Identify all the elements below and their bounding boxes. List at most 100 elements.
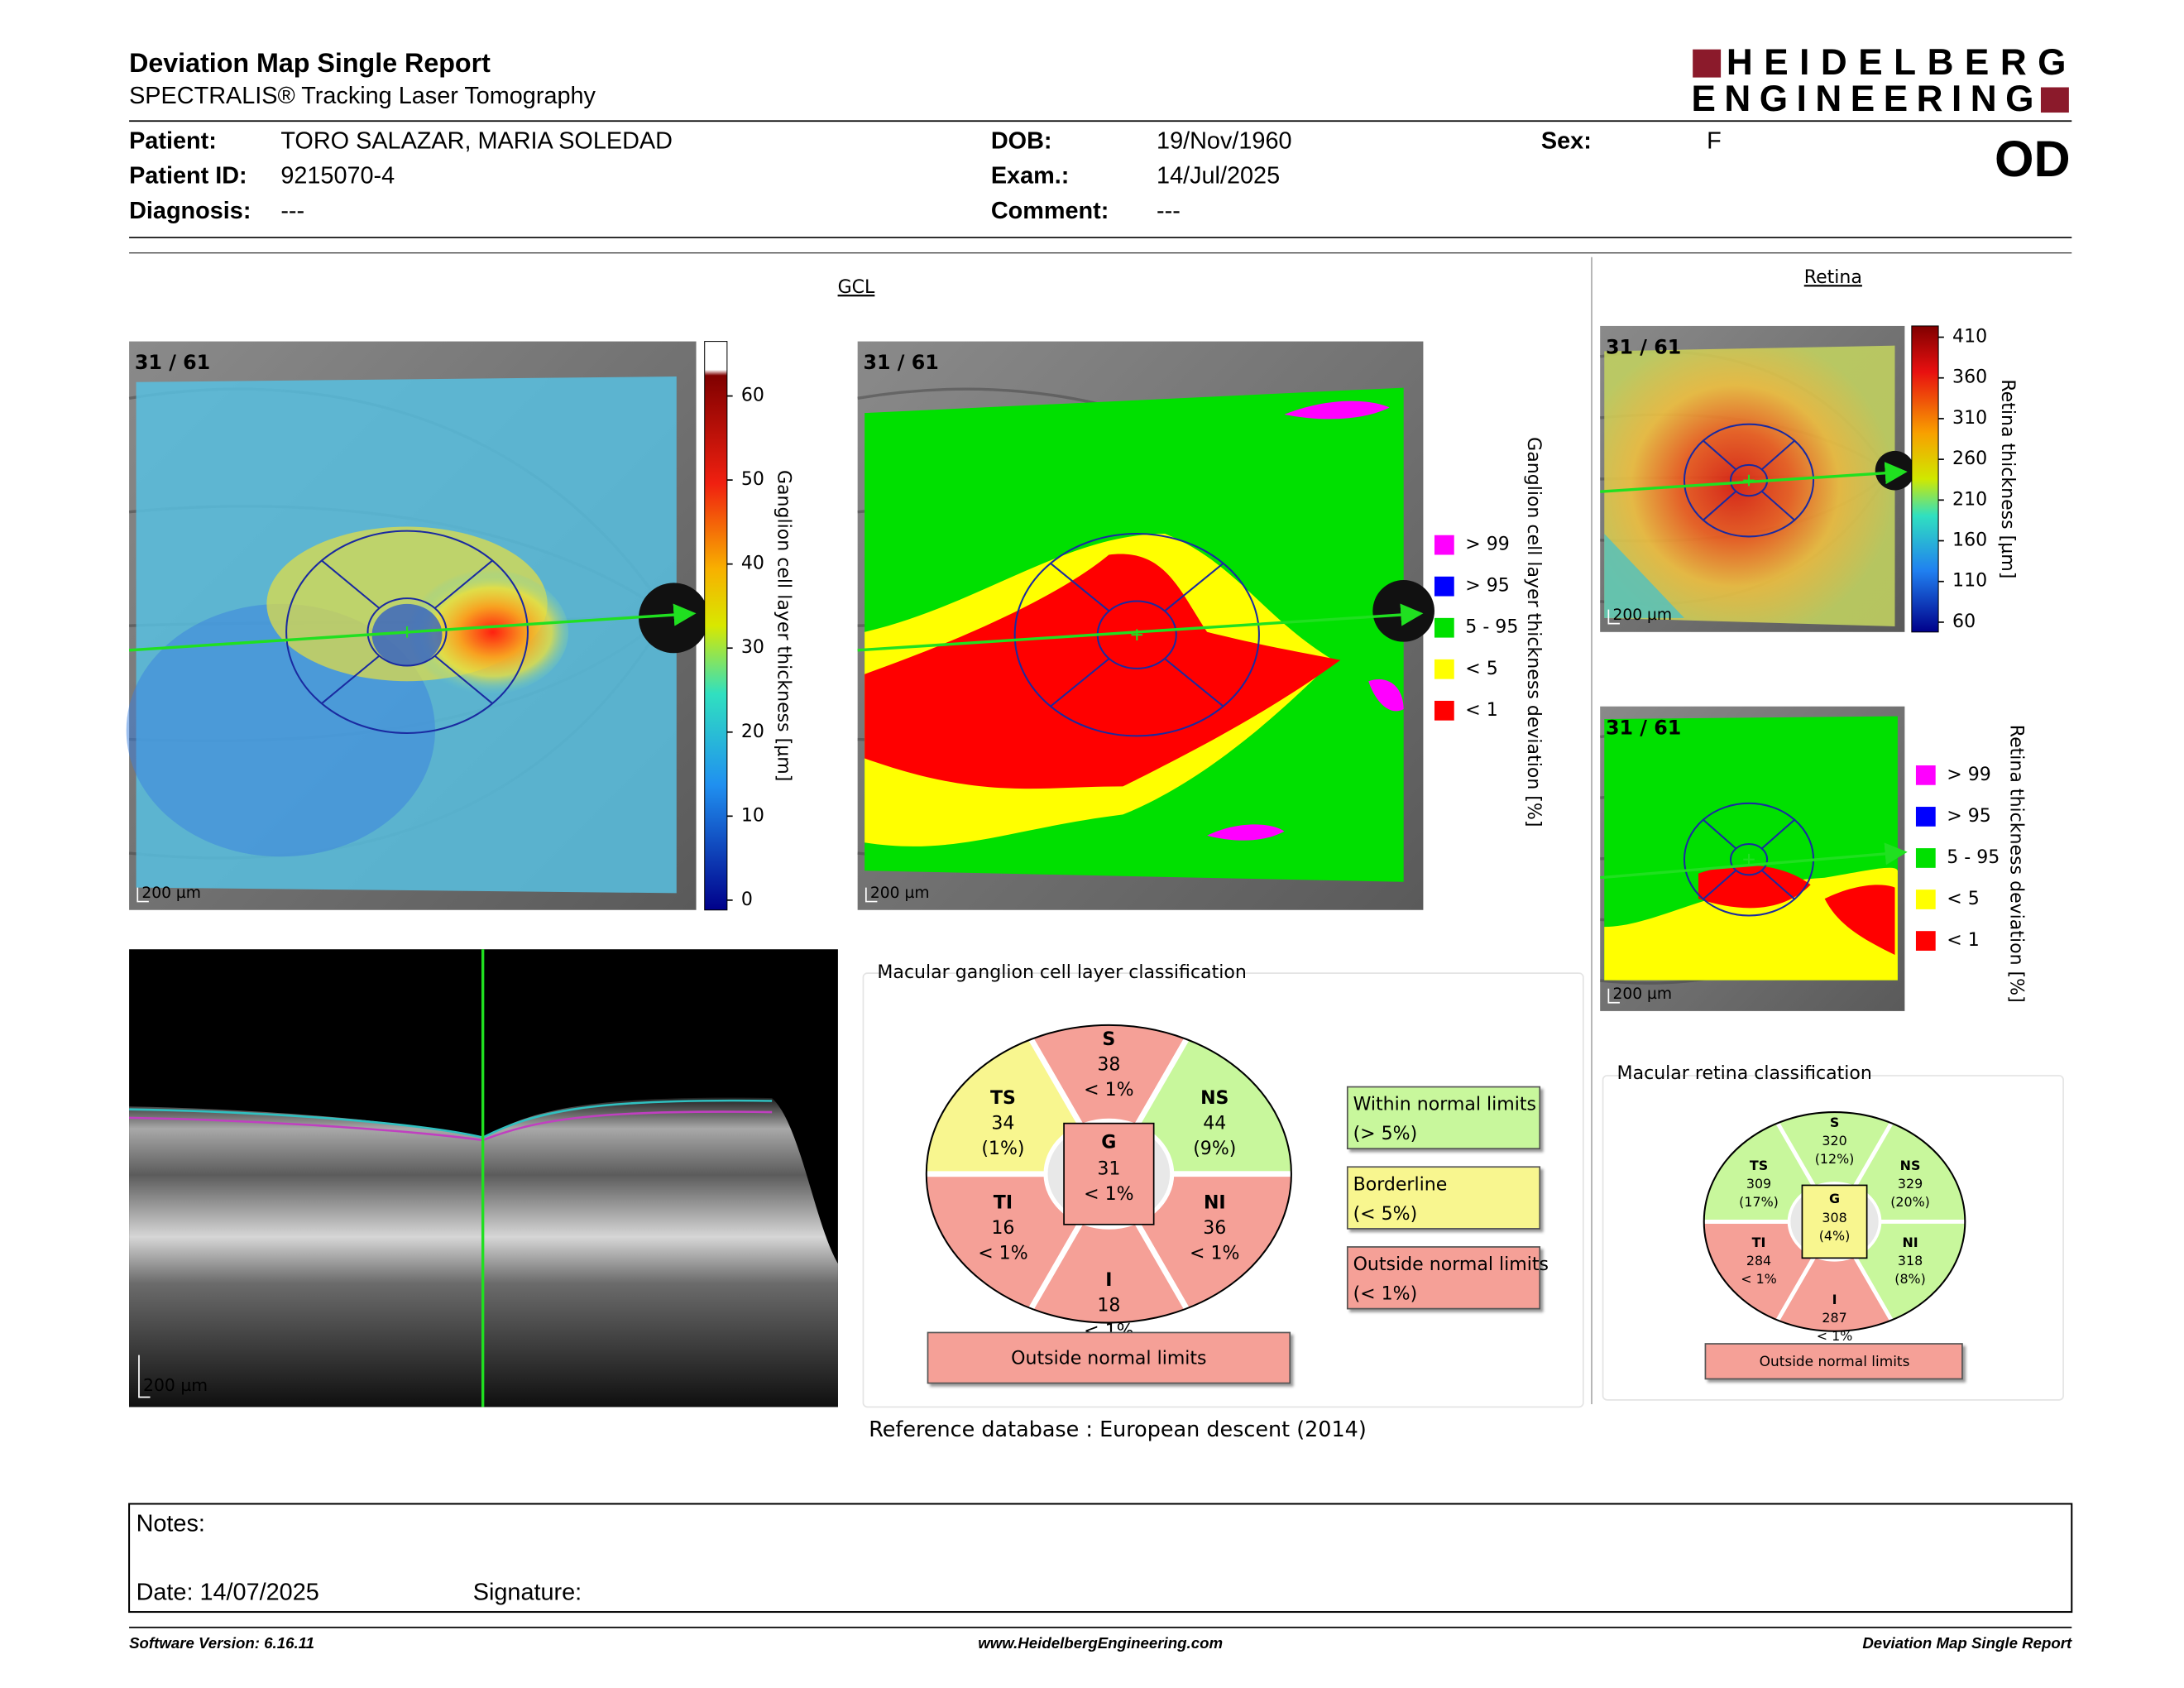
legend-swatch	[1915, 765, 1936, 785]
legend-range: (< 1%)	[1353, 1284, 1418, 1305]
scan-index: 31 / 61	[1606, 336, 1681, 359]
result: Outside normal limits	[1760, 1353, 1910, 1369]
legend-range: (< 5%)	[1353, 1204, 1418, 1225]
eye: OD	[1995, 131, 2071, 187]
colorbar-tick-label: 50	[741, 469, 764, 490]
sector-percentile: (12%)	[1815, 1151, 1855, 1167]
footer-center: www.HeidelbergEngineering.com	[978, 1634, 1223, 1652]
deviation-high	[1284, 400, 1390, 420]
sector-percentile: < 1%	[1084, 1080, 1133, 1101]
inner-ring	[1729, 842, 1769, 876]
sector-percentile: < 1%	[978, 1243, 1027, 1264]
colorbar-tick-label: 60	[741, 386, 764, 406]
sector-label: I	[1832, 1292, 1837, 1307]
sector-line	[1164, 563, 1224, 612]
sector-line	[1703, 439, 1737, 471]
sector-percentile: (9%)	[1193, 1139, 1236, 1159]
static-layout	[128, 49, 2073, 1628]
legend-swatch	[1434, 700, 1454, 721]
sector-line	[321, 655, 381, 704]
legend-label: > 99	[1465, 535, 1510, 555]
scan-line	[1600, 462, 1908, 493]
thickness-hot	[400, 568, 569, 696]
sector-line	[1050, 658, 1110, 707]
box-title: Macular ganglion cell layer classificati…	[877, 962, 1246, 983]
legend-box	[1346, 1246, 1541, 1310]
colorbar-tick-label: 410	[1952, 327, 1987, 348]
scale-bar	[1607, 609, 1620, 625]
sector-line	[1050, 563, 1110, 612]
legend-label: < 1	[1465, 700, 1498, 721]
field-label: Patient:	[129, 127, 217, 154]
sector-label: TS	[990, 1088, 1016, 1109]
deviation-outside	[1698, 865, 1895, 956]
scan-index: 31 / 61	[863, 351, 938, 374]
sector-label: NS	[1900, 1158, 1921, 1173]
sector-label: NS	[1200, 1088, 1228, 1109]
colorbar	[704, 341, 728, 911]
sector-line	[1164, 658, 1224, 707]
sector-value: 38	[1097, 1054, 1120, 1075]
deviation-axis-title: Ganglion cell layer thickness deviation …	[1523, 437, 1544, 827]
legend-label: > 95	[1465, 576, 1510, 597]
sector-line	[433, 655, 493, 704]
center-value: 31	[1097, 1159, 1120, 1180]
legend-label: < 5	[1947, 889, 1980, 909]
legend-swatch	[1434, 535, 1454, 555]
sector-value: 309	[1746, 1176, 1771, 1192]
sector-value: 16	[991, 1218, 1014, 1239]
sector-value: 287	[1822, 1310, 1846, 1326]
sector-line	[433, 559, 493, 609]
sector-label: S	[1830, 1115, 1839, 1130]
field-value: F	[1707, 127, 1722, 154]
sector-line	[1760, 818, 1795, 850]
legend-label: < 1	[1947, 930, 1980, 951]
field-value: TORO SALAZAR, MARIA SOLEDAD	[280, 127, 673, 154]
legend-label: 5 - 95	[1465, 617, 1518, 638]
field-value: ---	[1157, 198, 1181, 224]
sector-value: 18	[1097, 1296, 1120, 1316]
scale-label: 200 µm	[870, 885, 930, 902]
center-value: 308	[1822, 1210, 1846, 1225]
sector-value: 34	[991, 1114, 1014, 1134]
scan-line	[1600, 842, 1908, 880]
scan-line	[128, 603, 697, 652]
colorbar-tick-label: 10	[741, 805, 764, 826]
colorbar-tick-label: 60	[1952, 611, 1976, 632]
notes-signature: Signature:	[473, 1580, 582, 1606]
result-box	[927, 1331, 1291, 1384]
scale-label: 200 µm	[143, 1375, 208, 1395]
sector-label: TS	[1750, 1158, 1768, 1173]
outline	[925, 1024, 1292, 1324]
sector-label: TI	[994, 1192, 1013, 1213]
legend-swatch	[1915, 890, 1936, 909]
sector-percentile: (8%)	[1894, 1271, 1926, 1287]
center-percentile: < 1%	[1084, 1184, 1133, 1205]
optic-disc	[638, 583, 709, 654]
optic-disc	[1372, 580, 1434, 642]
sector-label: S	[1102, 1029, 1115, 1050]
optic-disc	[1875, 450, 1915, 491]
sector-value: 44	[1203, 1114, 1226, 1134]
legend-label: Borderline	[1353, 1174, 1448, 1195]
scale-bar	[864, 887, 878, 903]
field-value: 19/Nov/1960	[1157, 127, 1291, 154]
sector-percentile: < 1%	[1190, 1243, 1239, 1264]
sector-line	[1760, 490, 1795, 521]
field-label: Exam.:	[991, 163, 1070, 189]
outer-ring	[285, 530, 529, 734]
etdrs-grid	[1683, 423, 1815, 538]
field-label: DOB:	[991, 127, 1052, 154]
scale-bar	[1607, 988, 1620, 1004]
section-title: GCL	[838, 277, 875, 298]
field-label: Comment:	[991, 198, 1109, 224]
field-label: Sex:	[1541, 127, 1592, 154]
sector-label: NI	[1902, 1235, 1918, 1250]
scale-label: 200 µm	[1612, 985, 1672, 1003]
footer-left: Software Version: 6.16.11	[129, 1634, 314, 1652]
sector-line	[1703, 818, 1737, 850]
sector-percentile: (20%)	[1890, 1194, 1930, 1210]
scan-line	[857, 603, 1424, 652]
colorbar-tick-label: 30	[741, 637, 764, 658]
scale-label: 200 µm	[1612, 607, 1672, 624]
